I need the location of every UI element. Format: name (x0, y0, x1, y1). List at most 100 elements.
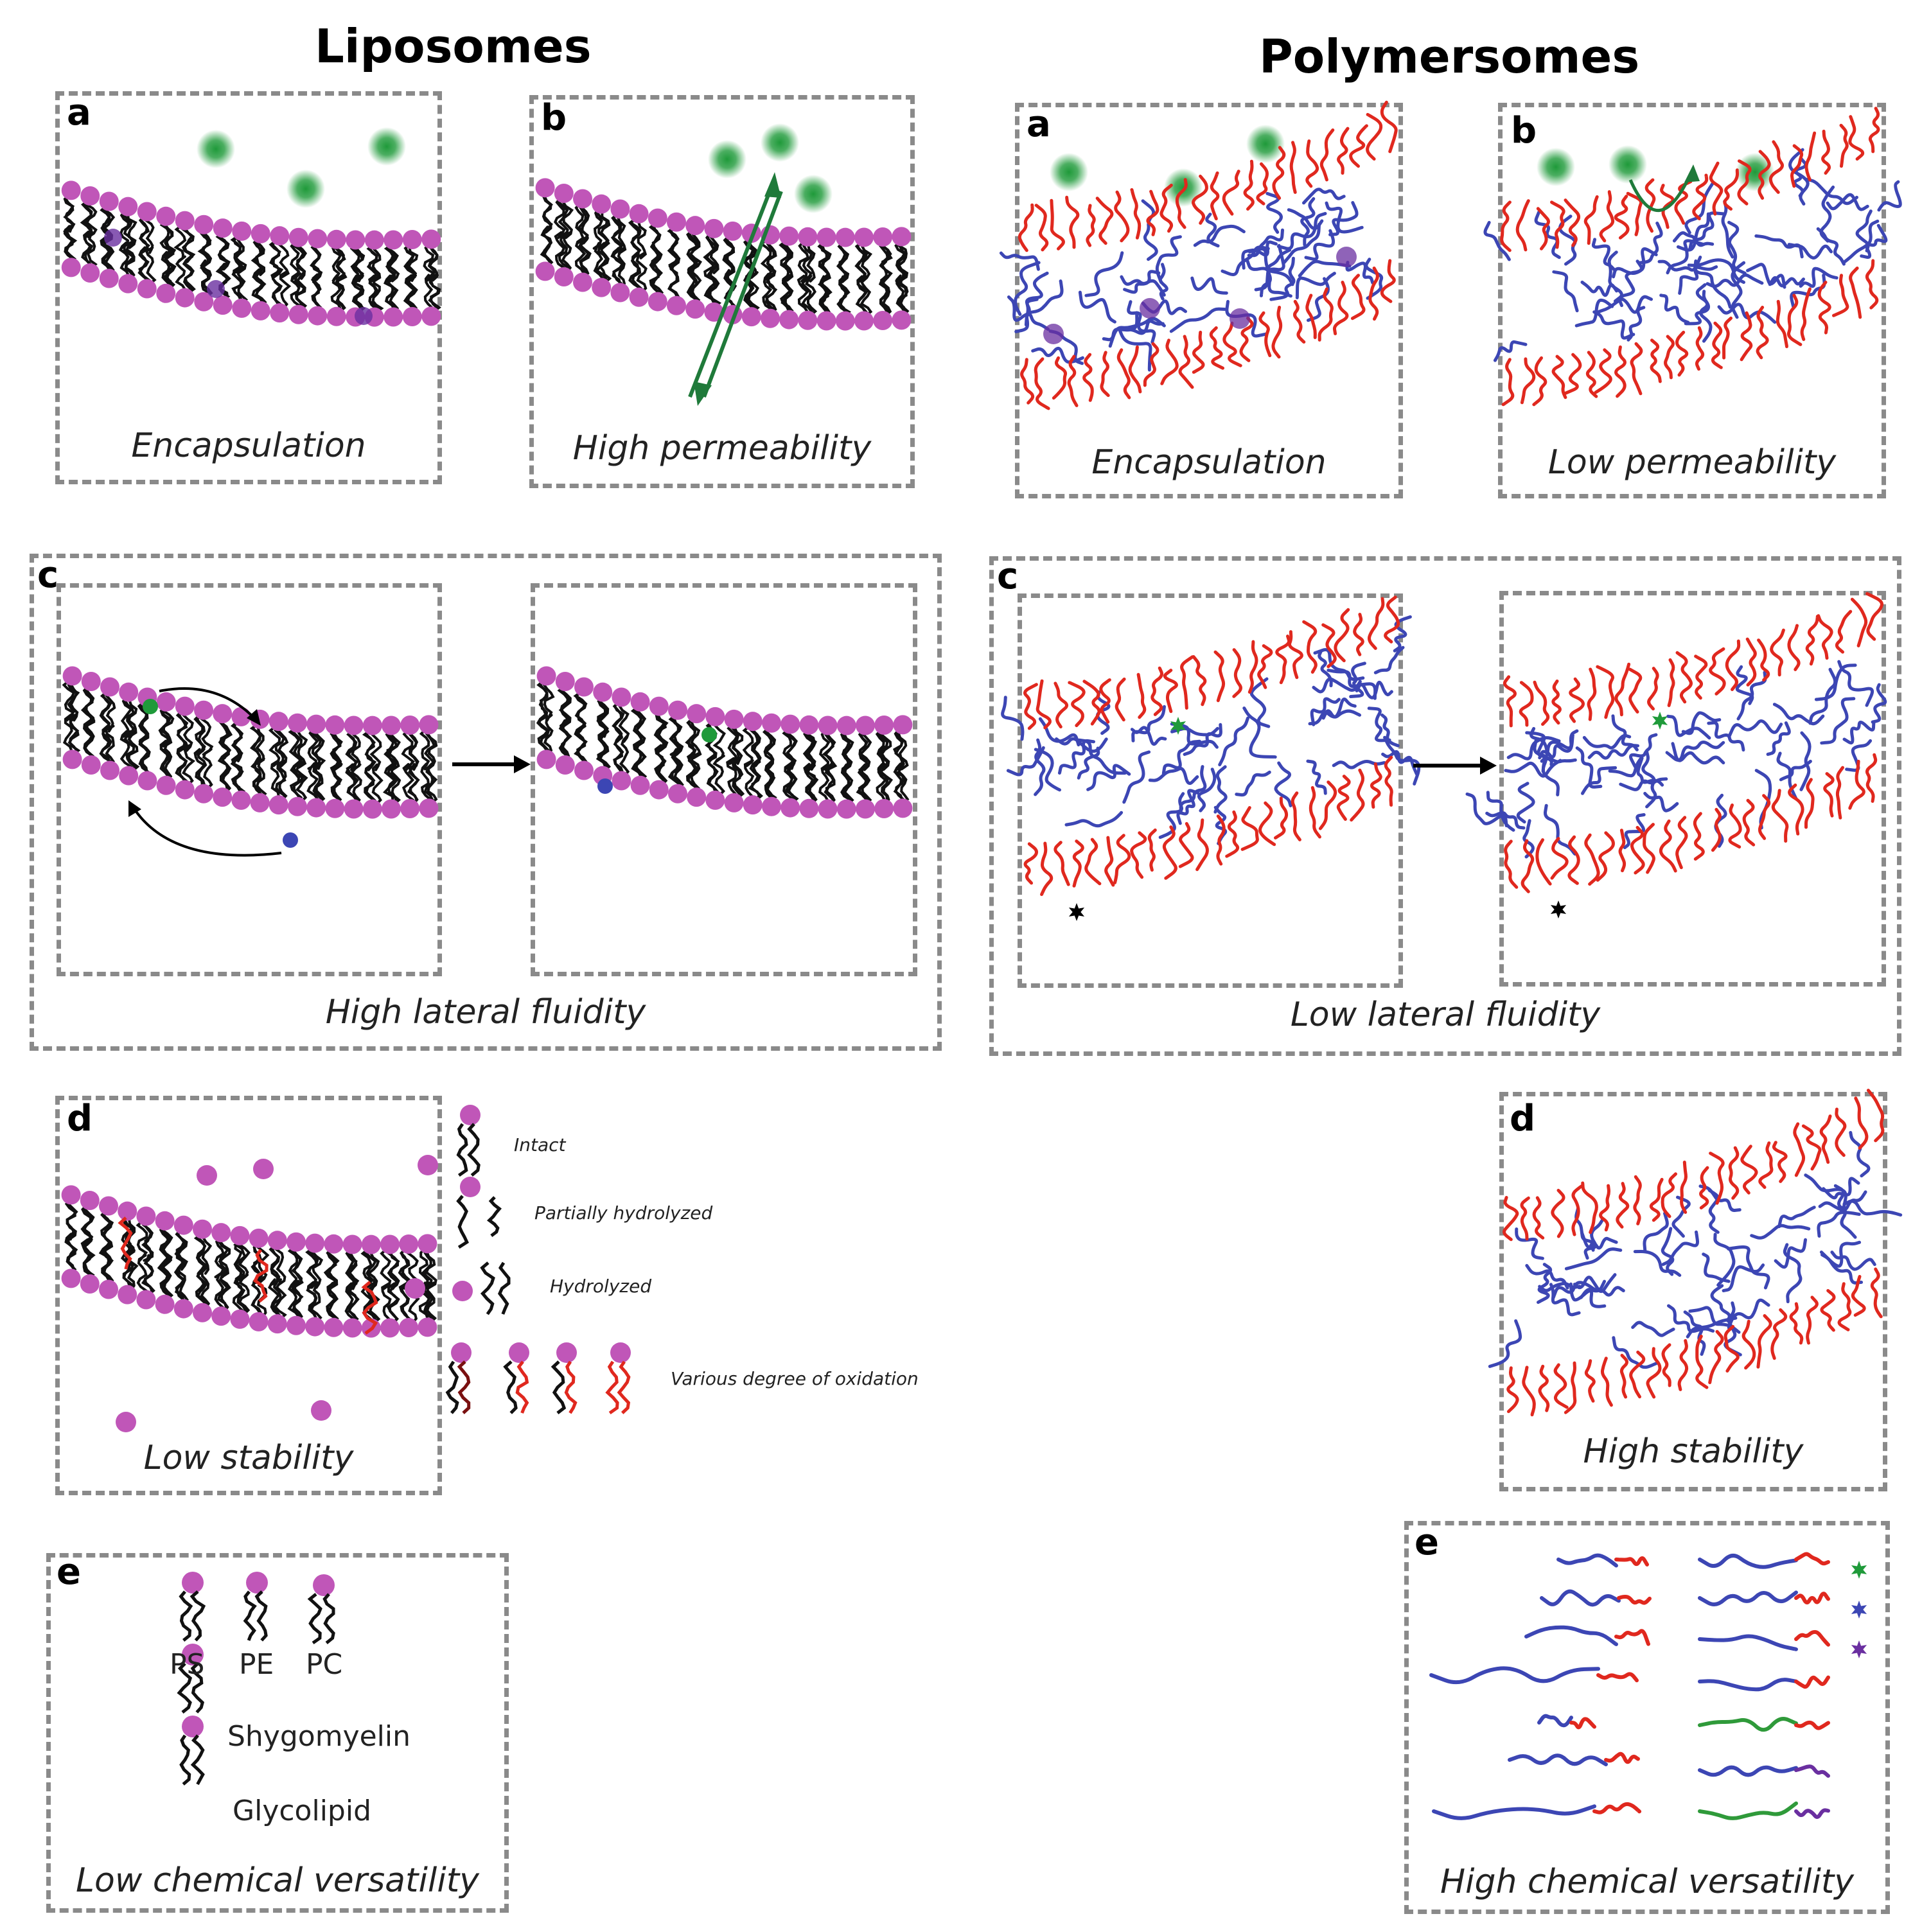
lipid-headgroup (874, 716, 894, 735)
lipid-tail (307, 1593, 322, 1645)
lipid-headgroup (629, 287, 649, 307)
lipid-headgroup (856, 716, 875, 735)
hydrophobic-block (1580, 1231, 1618, 1250)
hydrophilic-block (1805, 615, 1819, 666)
lipid-tail (854, 241, 868, 283)
hydrophilic-block (1835, 766, 1844, 820)
lipid-tail (860, 241, 873, 283)
lipid-tail (123, 1215, 136, 1257)
lipid-ps: PS (170, 1648, 205, 1681)
lipid-headgroup (574, 677, 594, 697)
lipid-tail (420, 762, 432, 805)
lipid-tail (80, 1238, 93, 1280)
lipid-tail (124, 241, 136, 280)
hydrophilic-block (1532, 356, 1547, 407)
cargo-molecule (794, 175, 833, 213)
functional-group (1851, 1640, 1867, 1658)
poly-panel-c-caption: Low lateral fluidity (1290, 996, 1601, 1034)
hydrophilic-block (1644, 178, 1656, 233)
lipid-headgroup (741, 307, 761, 327)
lipid-tail (560, 719, 572, 761)
hydrophobic-block (1108, 317, 1166, 348)
hydrophobic-block (1717, 303, 1777, 324)
hydrophobic-block (1381, 750, 1418, 776)
hydrophilic-block (1711, 321, 1723, 369)
lipid-headgroup (136, 1290, 156, 1310)
lipid-tail (613, 735, 624, 777)
lipid-tail (287, 1279, 301, 1322)
hydrophobic-block (1522, 819, 1535, 859)
lipid-tail (895, 274, 906, 317)
hydrophilic-block (1319, 128, 1335, 182)
hydrophilic-block (1353, 613, 1364, 656)
lipo-panel-b-caption: High permeability (572, 429, 872, 468)
poly-panel-c (989, 556, 1901, 1056)
lipid-headgroup (630, 775, 650, 795)
lipid-headgroup (705, 790, 725, 810)
lipid-tail (177, 744, 188, 786)
lipid-headgroup (62, 750, 82, 769)
lipid-tail (86, 231, 98, 269)
hydrophilic-block (1584, 1359, 1596, 1403)
lipid-headgroup (249, 1228, 269, 1248)
hydrophilic-block (1596, 665, 1615, 719)
hydrophobic-block (1364, 258, 1384, 300)
hydrophilic-block (1532, 1196, 1545, 1240)
lipid-headgroup (836, 716, 856, 735)
lipid-tail (691, 263, 702, 306)
lipid-tail (800, 274, 814, 317)
lipo-a-bilayer (61, 127, 441, 327)
hydrophobic-block (1818, 1190, 1867, 1212)
hydrophilic-block (1854, 1096, 1869, 1150)
hydrophilic-block (1115, 677, 1126, 722)
hydrophilic-block (1082, 680, 1101, 726)
lipid-tail (276, 725, 289, 768)
copolymer-block (1429, 1666, 1600, 1685)
lipid-tail (895, 274, 908, 317)
hydrophobic-block (1877, 180, 1902, 212)
hydrophilic-block (1116, 348, 1131, 400)
hydrophilic-block (1708, 1330, 1724, 1385)
lipid-headgroup (136, 1206, 156, 1226)
lipid-tail (371, 274, 384, 313)
hydrophilic-block (1865, 592, 1884, 641)
lipid-tail (690, 717, 702, 760)
hydrophobic-block (1707, 721, 1745, 752)
lipid-headgroup (119, 766, 139, 786)
hydrophilic-block (1724, 1324, 1740, 1373)
hydrophobic-block (1573, 1273, 1617, 1294)
lipid-headgroup (175, 696, 195, 716)
copolymer-block (1592, 1802, 1642, 1814)
hydrophobic-block (1820, 697, 1856, 745)
poly-panel-b (1498, 103, 1886, 498)
lipid-tail (617, 247, 626, 289)
hydrophobic-block (1122, 750, 1151, 804)
hydrophilic-block (1054, 681, 1069, 729)
hydrophobic-block (1768, 276, 1805, 288)
hydrophilic-block (1646, 1347, 1662, 1399)
lipid-tail (270, 270, 283, 310)
lipid-tail (218, 263, 231, 302)
lipid-tail (574, 202, 585, 245)
legend-tail (480, 1261, 495, 1315)
hydrophobic-block (1661, 1227, 1675, 1276)
lipid-tail (118, 241, 130, 280)
lipid-tail (749, 725, 761, 768)
lipid-headgroup (342, 1234, 362, 1254)
lipid-tail (817, 241, 830, 283)
hydrophobic-block (1078, 290, 1116, 324)
lipid-pe: PE (239, 1648, 274, 1681)
hydrophilic-block (1147, 828, 1157, 872)
hydrophobic-block (1393, 615, 1412, 653)
lipid-tail (201, 1233, 213, 1275)
lipid-tail (175, 1229, 186, 1271)
lipid-headgroup (269, 795, 288, 815)
lipid-tail (295, 272, 308, 311)
hydrophilic-block (1806, 1295, 1819, 1345)
hydrophilic-block (1309, 786, 1321, 839)
encapsulated-molecule (104, 229, 122, 247)
hydrophilic-block (1851, 1275, 1866, 1317)
lipid-tail (80, 685, 94, 727)
lipid-tail (782, 728, 795, 770)
